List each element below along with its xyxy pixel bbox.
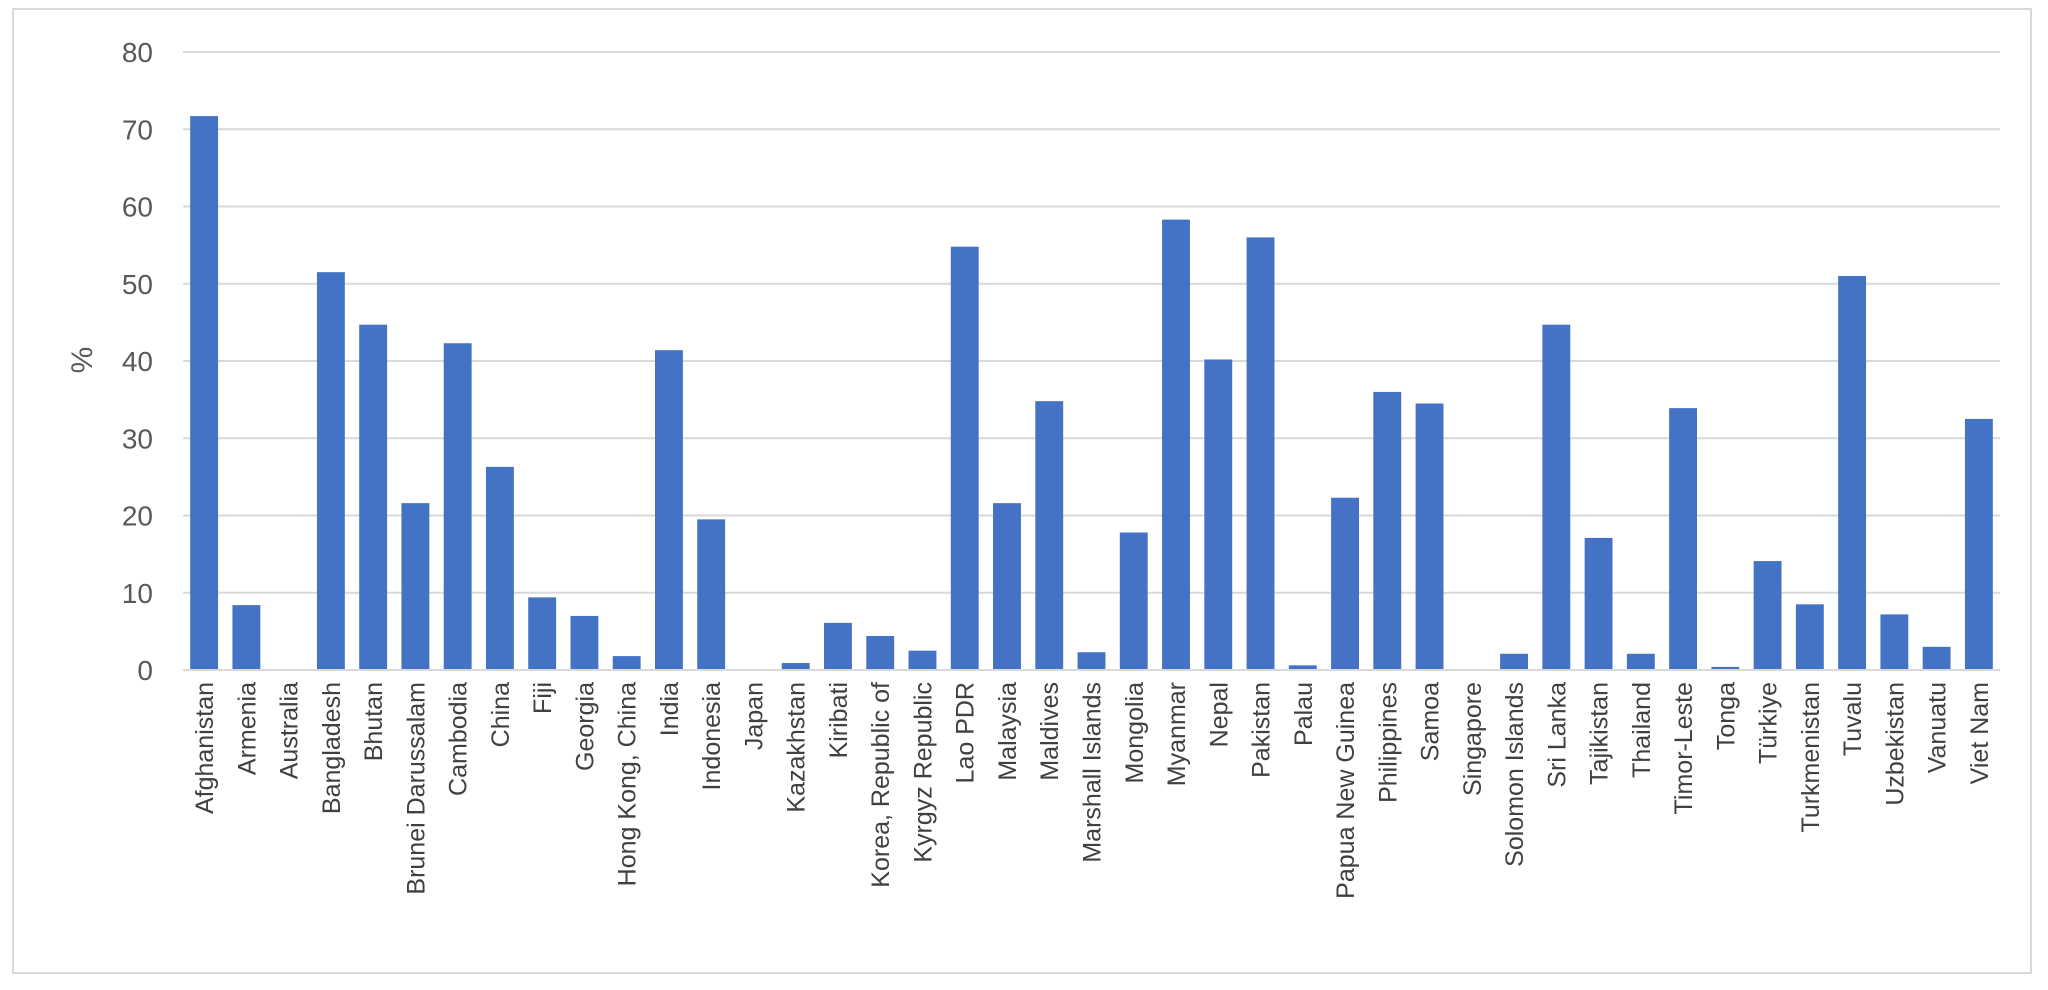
x-tick-label: Kiribati bbox=[825, 682, 853, 758]
bar bbox=[697, 519, 726, 670]
y-tick-label: 40 bbox=[122, 346, 153, 377]
x-tick-label: Pakistan bbox=[1248, 682, 1276, 778]
y-axis-title: % bbox=[66, 347, 99, 374]
bar bbox=[781, 663, 810, 670]
bar bbox=[1373, 391, 1402, 670]
x-tick-label: Fiji bbox=[529, 682, 557, 714]
bar bbox=[1626, 653, 1655, 670]
x-tick-label: Tonga bbox=[1712, 682, 1740, 750]
bar bbox=[1331, 497, 1359, 670]
bar bbox=[1669, 408, 1698, 670]
x-tick-label: Lao PDR bbox=[952, 682, 980, 783]
x-tick-label: Marshall Islands bbox=[1079, 682, 1107, 863]
bar bbox=[1288, 665, 1317, 670]
bar bbox=[570, 615, 599, 670]
bar bbox=[993, 503, 1021, 670]
y-tick-label: 50 bbox=[122, 269, 153, 300]
bar bbox=[612, 656, 641, 670]
bar bbox=[1500, 653, 1529, 670]
x-tick-label: Samoa bbox=[1417, 682, 1445, 761]
bar bbox=[1415, 403, 1444, 670]
x-tick-label: Turkmenistan bbox=[1797, 682, 1825, 833]
y-axis-tick-labels: 0 10 20 30 40 50 60 70 80 bbox=[122, 37, 153, 686]
x-tick-label: Cambodia bbox=[445, 682, 473, 796]
x-tick-label: Mongolia bbox=[1121, 682, 1149, 784]
y-tick-label: 80 bbox=[122, 37, 153, 68]
bar-series bbox=[190, 116, 1993, 671]
x-tick-label: Thailand bbox=[1628, 682, 1656, 778]
x-tick-label: Bhutan bbox=[360, 682, 388, 761]
x-tick-label: Korea, Republic of bbox=[867, 682, 895, 888]
x-tick-label: Malaysia bbox=[994, 682, 1022, 781]
gridlines bbox=[183, 51, 2000, 594]
x-tick-label: Maldives bbox=[1036, 682, 1064, 781]
bar bbox=[950, 246, 979, 671]
x-tick-label: Palau bbox=[1290, 682, 1318, 746]
x-tick-label: Australia bbox=[276, 682, 304, 779]
x-tick-label: Indonesia bbox=[698, 682, 726, 791]
x-tick-label: Nepal bbox=[1205, 682, 1233, 747]
y-tick-label: 0 bbox=[137, 655, 153, 686]
x-tick-label: Bangladesh bbox=[318, 682, 346, 814]
x-tick-label: Papua New Guinea bbox=[1332, 682, 1360, 899]
bar bbox=[190, 116, 219, 671]
bar bbox=[359, 324, 388, 670]
bar bbox=[485, 466, 514, 670]
bar bbox=[824, 622, 852, 670]
x-tick-label: Myanmar bbox=[1163, 682, 1191, 786]
x-tick-label: China bbox=[487, 682, 515, 747]
x-tick-label: India bbox=[656, 682, 684, 736]
bar bbox=[1795, 604, 1824, 670]
x-tick-label: Hong Kong, China bbox=[614, 682, 642, 886]
bar bbox=[908, 650, 937, 670]
x-tick-label: Japan bbox=[740, 682, 768, 750]
x-tick-label: Viet Nam bbox=[1966, 682, 1994, 784]
bar bbox=[1246, 237, 1275, 670]
bar bbox=[232, 605, 261, 670]
bar bbox=[1753, 561, 1782, 670]
x-tick-label: Brunei Darussalam bbox=[402, 682, 430, 895]
bar bbox=[1584, 537, 1613, 670]
x-tick-label: Georgia bbox=[571, 682, 599, 771]
x-tick-label: Sri Lanka bbox=[1543, 682, 1571, 788]
x-tick-label: Afghanistan bbox=[191, 682, 219, 814]
bar bbox=[866, 636, 895, 670]
bar bbox=[528, 597, 557, 670]
x-tick-label: Uzbekistan bbox=[1881, 682, 1909, 806]
bar bbox=[1880, 614, 1909, 670]
bar bbox=[1204, 359, 1233, 670]
x-tick-label: Kazakhstan bbox=[783, 682, 811, 813]
y-tick-label: 30 bbox=[122, 423, 153, 454]
x-tick-label: Tuvalu bbox=[1839, 682, 1867, 756]
x-tick-label: Kyrgyz Republic bbox=[909, 682, 937, 863]
bar bbox=[401, 503, 430, 670]
x-axis-category-labels: Afghanistan Armenia Australia Bangladesh Bhu… bbox=[191, 682, 1994, 899]
y-tick-label: 20 bbox=[122, 501, 153, 532]
x-tick-label: Türkiye bbox=[1755, 682, 1783, 764]
x-tick-label: Tajikistan bbox=[1586, 682, 1614, 785]
x-tick-label: Philippines bbox=[1374, 682, 1402, 803]
x-tick-label: Vanuatu bbox=[1924, 682, 1952, 773]
x-tick-label: Timor-Leste bbox=[1670, 682, 1698, 814]
bar bbox=[1035, 401, 1064, 670]
bar bbox=[1542, 324, 1571, 670]
bar bbox=[316, 272, 345, 670]
y-tick-label: 70 bbox=[122, 114, 153, 145]
bar bbox=[1162, 219, 1190, 670]
y-tick-label: 60 bbox=[122, 192, 153, 223]
x-tick-label: Singapore bbox=[1459, 682, 1487, 796]
bar bbox=[1711, 666, 1740, 670]
x-tick-label: Armenia bbox=[233, 682, 261, 775]
bar bbox=[1119, 532, 1148, 670]
bar bbox=[1838, 276, 1867, 670]
bar bbox=[1922, 646, 1951, 670]
bar bbox=[1077, 652, 1106, 670]
bar bbox=[654, 350, 683, 670]
y-tick-label: 10 bbox=[122, 578, 153, 609]
x-tick-label: Solomon Islands bbox=[1501, 682, 1529, 867]
bar bbox=[443, 343, 472, 670]
bar bbox=[1964, 418, 1993, 670]
